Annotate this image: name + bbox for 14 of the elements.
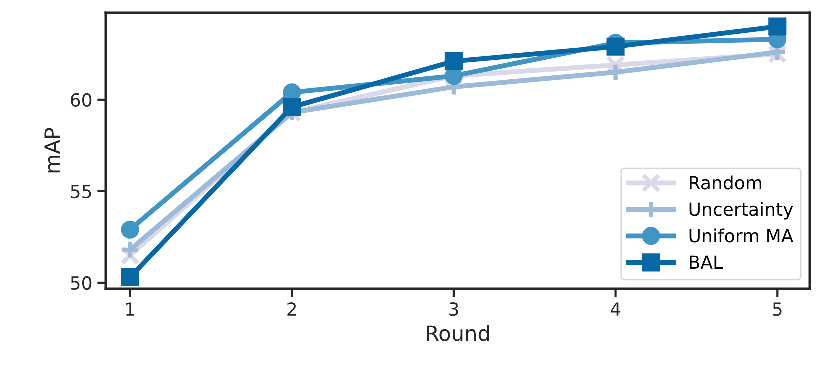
x-axis-title: Round xyxy=(427,325,490,342)
x-tick-label: 3 xyxy=(450,302,458,316)
x-tick-label: 1 xyxy=(126,302,134,316)
y-tick-label: 60 xyxy=(71,93,92,108)
x-tick-label: 2 xyxy=(288,302,296,316)
legend-label: Random xyxy=(690,176,762,190)
y-tick-label: 50 xyxy=(71,276,92,290)
legend-label: Uncertainty xyxy=(690,202,794,220)
x-tick-label: 4 xyxy=(610,302,621,316)
legend-label: Uniform MA xyxy=(690,228,794,243)
x-tick-label: 5 xyxy=(773,302,782,316)
y-axis-title: mAP xyxy=(44,128,60,173)
y-tick-label: 55 xyxy=(71,185,92,199)
legend-label: BAL xyxy=(690,256,723,269)
